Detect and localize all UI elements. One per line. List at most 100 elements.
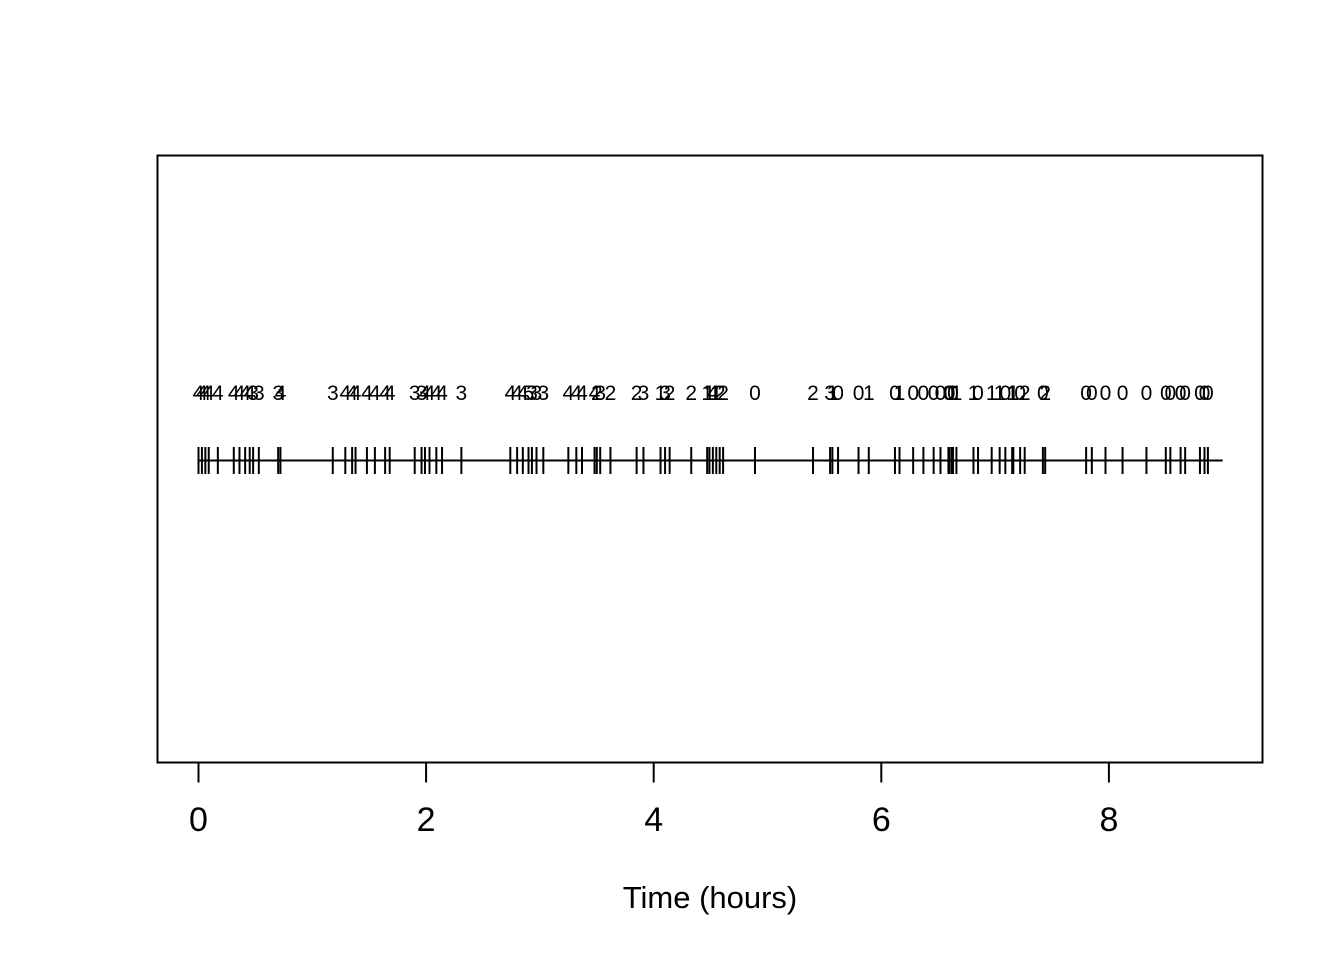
event-count-label: 4 [430,382,442,405]
event-count-label: 4 [589,382,601,405]
event-count-label: 1 [946,382,958,405]
event-count-label: 2 [807,382,819,405]
event-count-label: 2 [1039,382,1051,405]
event-count-label: 0 [1117,382,1129,405]
event-count-label: 0 [853,382,865,405]
event-count-label: 4 [239,382,251,405]
event-count-label: 4 [570,382,582,405]
event-count-label: 2 [664,382,676,405]
event-count-label: 3 [531,382,543,405]
event-count-label: 1 [894,382,906,405]
event-count-label: 0 [1086,382,1098,405]
event-count-label: 3 [824,382,836,405]
event-count-label: 4 [350,382,362,405]
x-axis-tick-label: 8 [1099,801,1118,839]
plot-border [156,154,1264,764]
event-count-label: 3 [638,382,650,405]
event-count-label: 0 [1175,382,1187,405]
x-axis-tick-label: 6 [872,801,891,839]
event-count-label: 3 [594,382,606,405]
event-count-label: 1 [1006,382,1018,405]
event-count-label: 0 [928,382,940,405]
event-count-label: 0 [1199,382,1211,405]
event-count-label: 2 [685,382,697,405]
event-count-label: 5 [523,382,535,405]
event-count-label: 4 [275,382,287,405]
event-count-label: 4 [384,382,396,405]
event-count-label: 1 [986,382,998,405]
event-count-label: 2 [714,382,726,405]
event-count-label: 0 [1194,382,1206,405]
event-count-label: 1 [827,382,839,405]
event-count-label: 1 [968,382,980,405]
event-count-label: 1 [701,382,713,405]
event-count-label: 4 [212,382,224,405]
event-count-label: 1 [863,382,875,405]
event-count-label: 3 [526,382,538,405]
event-count-label: 0 [943,382,955,405]
event-count-label: 0 [1037,382,1049,405]
event-count-label: 0 [832,382,844,405]
event-count-label: 0 [1202,382,1214,405]
event-count-label: 2 [631,382,643,405]
event-count-label: 3 [327,382,339,405]
event-count-label: 0 [1100,382,1112,405]
event-count-label: 4 [346,382,358,405]
event-count-label: 0 [1165,382,1177,405]
event-count-label: 4 [196,382,208,405]
event-count-label: 1 [951,382,963,405]
x-axis-title: Time (hours) [623,880,798,915]
rug-plot [197,447,1223,474]
event-count-label: 1 [655,382,667,405]
event-count-label: 0 [1080,382,1092,405]
event-count-label: 4 [228,382,240,405]
event-count-label: 3 [253,382,265,405]
event-count-label: 3 [409,382,421,405]
event-count-label: 4 [436,382,448,405]
event-count-label: 4 [361,382,373,405]
event-count-label: 4 [339,382,351,405]
event-count-label: 0 [947,382,959,405]
event-count-label: 4 [424,382,436,405]
event-count-label: 1 [710,382,722,405]
event-count-label: 0 [749,382,761,405]
event-count-label: 0 [999,382,1011,405]
event-count-label: 4 [203,382,215,405]
event-count-label: 3 [416,382,428,405]
event-count-label: 4 [511,382,523,405]
event-count-label: 0 [918,382,930,405]
event-count-label: 0 [1014,382,1026,405]
event-count-label: 4 [379,382,391,405]
event-count-label: 0 [935,382,947,405]
x-axis-tick-label: 0 [189,801,208,839]
event-count-label: 3 [537,382,549,405]
event-count-label: 2 [605,382,617,405]
event-count-label: 0 [1179,382,1191,405]
event-count-label: 4 [563,382,575,405]
event-count-label: 4 [517,382,529,405]
event-count-label: 2 [1019,382,1031,405]
event-count-label: 1 [1007,382,1019,405]
event-count-label: 4 [234,382,246,405]
event-count-label: 0 [907,382,919,405]
event-count-label: 0 [972,382,984,405]
x-axis-tick-label: 2 [417,801,436,839]
event-count-label: 0 [1141,382,1153,405]
event-count-label: 4 [199,382,211,405]
event-count-label: 2 [591,382,603,405]
event-count-label: 4 [244,382,256,405]
event-count-label: 0 [1160,382,1172,405]
x-axis-tick-label: 4 [644,801,663,839]
event-count-label: 1 [994,382,1006,405]
event-count-label: 0 [889,382,901,405]
event-count-label: 2 [717,382,729,405]
x-axis: 0 2 4 6 8 [189,762,1118,839]
event-count-label: 4 [193,382,205,405]
event-count-label: 3 [456,382,468,405]
event-count-label: 4 [576,382,588,405]
event-count-label: 3 [659,382,671,405]
event-count-label: 4 [504,382,516,405]
event-count-label: 4 [707,382,719,405]
